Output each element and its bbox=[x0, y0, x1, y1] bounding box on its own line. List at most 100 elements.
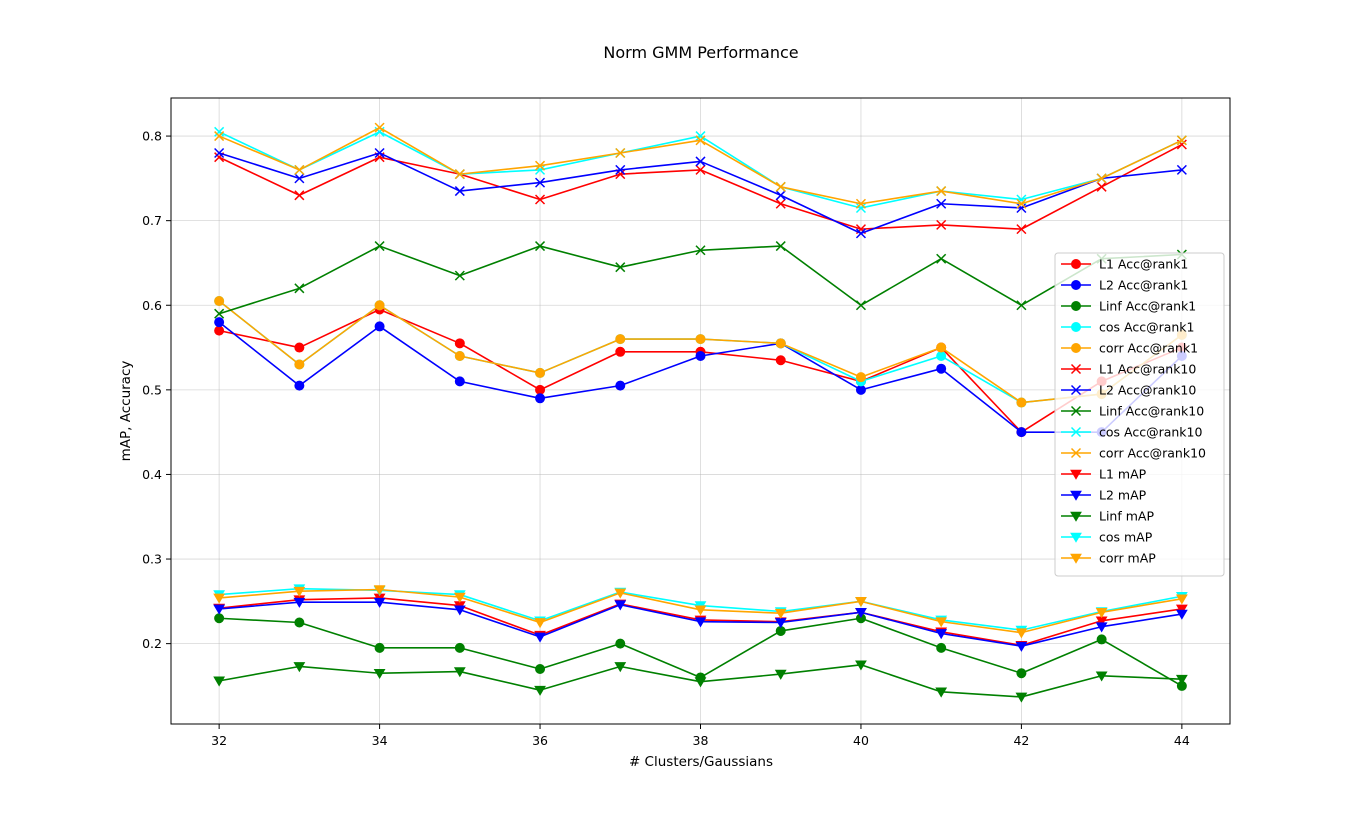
data-point-l2-acc-rank10 bbox=[936, 198, 947, 209]
x-tick-label: 40 bbox=[853, 733, 869, 748]
y-tick-label: 0.8 bbox=[142, 129, 162, 144]
x-marker-stroke bbox=[214, 126, 225, 137]
x-marker-stroke bbox=[1070, 426, 1082, 438]
data-point-linf-acc-rank1 bbox=[615, 638, 626, 649]
data-point-linf-map bbox=[534, 685, 546, 696]
legend-item-l2-acc-rank10: L2 Acc@rank10 bbox=[1061, 383, 1196, 398]
data-point-l2-acc-rank1 bbox=[535, 393, 546, 404]
data-point-l1-acc-rank1 bbox=[615, 346, 626, 357]
y-tick-label: 0.2 bbox=[142, 636, 162, 651]
x-marker-stroke bbox=[695, 135, 706, 146]
legend-marker-swatch bbox=[1070, 490, 1082, 501]
legend-label: L1 Acc@rank10 bbox=[1099, 362, 1196, 377]
data-point-l1-acc-rank10 bbox=[535, 194, 546, 205]
x-marker-stroke bbox=[535, 177, 546, 188]
x-marker-stroke bbox=[695, 164, 706, 175]
data-point-corr-acc-rank10 bbox=[1016, 198, 1027, 209]
x-marker-stroke bbox=[936, 186, 947, 197]
data-point-l2-acc-rank10 bbox=[374, 147, 385, 159]
data-point-corr-acc-rank1 bbox=[855, 372, 866, 383]
series-group bbox=[213, 122, 1188, 703]
data-point-l2-map bbox=[935, 629, 948, 640]
x-marker-stroke bbox=[535, 241, 546, 252]
x-marker-stroke bbox=[855, 300, 866, 311]
x-tick-label: 44 bbox=[1174, 733, 1190, 748]
data-point-linf-acc-rank1 bbox=[454, 642, 465, 653]
legend-item-cos-acc-rank1: cos Acc@rank1 bbox=[1061, 320, 1195, 335]
legend-marker-swatch bbox=[1071, 343, 1081, 353]
data-point-corr-acc-rank1 bbox=[374, 300, 385, 311]
data-point-corr-acc-rank1 bbox=[294, 359, 305, 370]
data-point-l2-map bbox=[1175, 609, 1188, 620]
y-tick-label: 0.3 bbox=[142, 552, 162, 567]
data-point-l2-acc-rank10 bbox=[1016, 202, 1027, 214]
data-point-linf-map bbox=[1015, 692, 1028, 703]
x-marker-stroke bbox=[936, 253, 947, 264]
data-point-l2-map bbox=[694, 617, 707, 628]
x-marker-stroke bbox=[1070, 405, 1082, 417]
data-point-l1-acc-rank10 bbox=[936, 219, 947, 230]
legend-label: corr Acc@rank10 bbox=[1099, 446, 1206, 461]
data-point-cos-acc-rank1 bbox=[936, 351, 947, 362]
data-point-linf-acc-rank10 bbox=[374, 241, 385, 252]
data-point-l1-acc-rank1 bbox=[454, 338, 465, 349]
data-point-linf-acc-rank1 bbox=[214, 613, 225, 624]
data-point-corr-map bbox=[614, 588, 627, 599]
data-point-linf-acc-rank1 bbox=[1016, 668, 1027, 679]
data-point-linf-map bbox=[293, 662, 306, 673]
x-marker-stroke bbox=[695, 245, 706, 256]
data-point-linf-acc-rank10 bbox=[936, 253, 947, 264]
data-point-l2-acc-rank10 bbox=[454, 186, 465, 197]
data-point-linf-map bbox=[935, 687, 948, 698]
x-marker-stroke bbox=[1096, 181, 1107, 192]
data-point-corr-acc-rank10 bbox=[615, 147, 626, 159]
data-point-l2-acc-rank10 bbox=[855, 228, 866, 239]
legend-label: Linf mAP bbox=[1099, 509, 1154, 524]
legend-label: L1 Acc@rank1 bbox=[1099, 257, 1188, 272]
data-point-corr-acc-rank1 bbox=[936, 342, 947, 353]
series-corr-map bbox=[213, 585, 1188, 639]
data-point-corr-map bbox=[1095, 608, 1108, 619]
x-marker-stroke bbox=[1016, 202, 1027, 214]
x-marker-stroke bbox=[855, 198, 866, 209]
legend-item-linf-map: Linf mAP bbox=[1061, 509, 1154, 524]
x-marker-stroke bbox=[775, 241, 786, 252]
x-marker-stroke bbox=[1016, 198, 1027, 209]
data-point-l1-acc-rank10 bbox=[775, 198, 786, 209]
data-point-l2-map bbox=[213, 604, 226, 615]
data-point-linf-map bbox=[774, 669, 787, 680]
series-linf-acc-rank10 bbox=[214, 241, 1187, 319]
legend-box bbox=[1054, 252, 1225, 577]
x-marker-stroke bbox=[294, 164, 305, 175]
data-point-linf-map bbox=[373, 668, 386, 679]
legend-label: cos Acc@rank1 bbox=[1099, 320, 1195, 335]
x-marker-stroke bbox=[214, 131, 225, 142]
y-tick-label: 0.4 bbox=[142, 467, 162, 482]
series-linf-map bbox=[213, 660, 1188, 703]
data-point-corr-map bbox=[774, 608, 787, 619]
data-point-l1-acc-rank1 bbox=[535, 384, 546, 395]
legend-marker-swatch bbox=[1070, 511, 1082, 522]
data-point-linf-acc-rank1 bbox=[374, 642, 385, 653]
data-point-l2-acc-rank1 bbox=[936, 363, 947, 374]
y-axis-label: mAP, Accuracy bbox=[118, 361, 134, 462]
data-point-l1-acc-rank1 bbox=[214, 325, 225, 336]
x-marker-stroke bbox=[1070, 384, 1082, 396]
data-point-l1-acc-rank10 bbox=[1096, 181, 1107, 192]
x-marker-stroke bbox=[695, 156, 706, 167]
x-marker-stroke bbox=[454, 169, 465, 180]
x-marker-stroke bbox=[1176, 139, 1187, 150]
data-point-cos-acc-rank10 bbox=[535, 164, 546, 175]
x-marker-stroke bbox=[615, 147, 626, 159]
x-marker-stroke bbox=[1016, 300, 1027, 311]
data-point-l1-acc-rank10 bbox=[1016, 224, 1027, 235]
data-point-linf-acc-rank10 bbox=[855, 300, 866, 311]
data-point-l2-map bbox=[1015, 641, 1028, 652]
x-marker-stroke bbox=[1176, 164, 1187, 175]
legend-item-l1-acc-rank1: L1 Acc@rank1 bbox=[1061, 257, 1188, 272]
legend-label: L2 mAP bbox=[1099, 488, 1147, 503]
data-point-corr-acc-rank10 bbox=[374, 122, 385, 133]
data-point-linf-acc-rank10 bbox=[1016, 300, 1027, 311]
data-point-linf-acc-rank10 bbox=[214, 308, 225, 319]
